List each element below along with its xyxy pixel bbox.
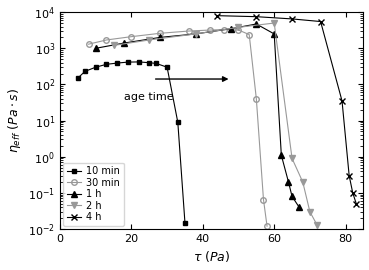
Line: 2 h: 2 h (111, 20, 320, 228)
Text: age time: age time (124, 92, 174, 102)
10 min (154, 62, 159, 65)
30 min (222, 28, 227, 31)
1 h (158, 36, 162, 39)
10 min (104, 63, 108, 66)
30 min (265, 225, 269, 228)
4 h (340, 99, 344, 103)
2 h (308, 210, 312, 213)
4 h (215, 14, 219, 17)
30 min (129, 35, 134, 38)
10 min (83, 70, 87, 73)
2 h (315, 223, 319, 227)
2 h (236, 26, 241, 29)
4 h (318, 20, 323, 23)
1 h (93, 47, 98, 50)
30 min (86, 43, 91, 46)
10 min (136, 60, 141, 63)
Line: 10 min: 10 min (75, 59, 187, 225)
10 min (183, 221, 187, 224)
1 h (290, 195, 294, 198)
10 min (76, 76, 80, 80)
1 h (297, 206, 301, 209)
X-axis label: $\tau \ (Pa)$: $\tau \ (Pa)$ (193, 249, 231, 264)
10 min (176, 121, 180, 124)
1 h (279, 154, 283, 157)
4 h (290, 17, 294, 21)
1 h (286, 180, 291, 184)
30 min (247, 33, 251, 36)
Line: 1 h: 1 h (93, 21, 302, 210)
4 h (354, 202, 359, 205)
2 h (290, 157, 294, 160)
4 h (254, 15, 259, 18)
10 min (115, 62, 119, 65)
4 h (351, 191, 355, 194)
4 h (347, 174, 351, 177)
30 min (254, 97, 259, 100)
30 min (208, 28, 212, 32)
30 min (236, 28, 241, 32)
2 h (147, 38, 151, 42)
Line: 30 min: 30 min (86, 27, 270, 229)
10 min (165, 66, 169, 69)
10 min (147, 61, 151, 64)
30 min (261, 198, 266, 201)
30 min (104, 38, 108, 42)
Line: 4 h: 4 h (214, 12, 360, 207)
Y-axis label: $\eta_{eff} \ (Pa \cdot s)$: $\eta_{eff} \ (Pa \cdot s)$ (6, 88, 23, 153)
Legend: 10 min, 30 min, 1 h, 2 h, 4 h: 10 min, 30 min, 1 h, 2 h, 4 h (63, 163, 124, 226)
1 h (229, 27, 234, 30)
30 min (158, 32, 162, 35)
30 min (186, 29, 191, 33)
1 h (272, 32, 276, 36)
2 h (300, 180, 305, 184)
10 min (125, 60, 130, 64)
10 min (93, 66, 98, 69)
1 h (193, 32, 198, 36)
2 h (272, 21, 276, 25)
1 h (122, 41, 127, 45)
2 h (111, 44, 116, 47)
1 h (254, 22, 259, 26)
2 h (193, 32, 198, 36)
